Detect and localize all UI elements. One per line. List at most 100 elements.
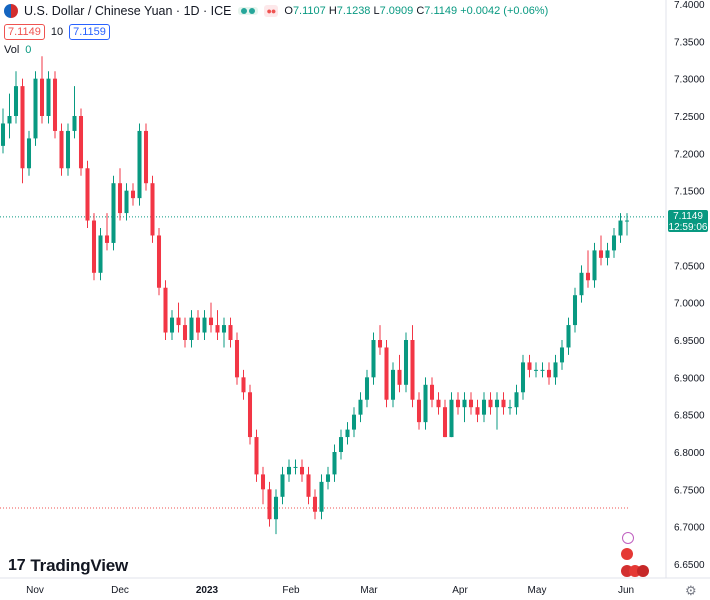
sell-button[interactable]: 7.1149 <box>4 24 45 40</box>
candle[interactable] <box>494 392 500 430</box>
candle[interactable] <box>468 392 474 415</box>
candle[interactable] <box>273 489 279 535</box>
buy-button[interactable]: 7.1159 <box>69 24 110 40</box>
candle[interactable] <box>605 242 610 266</box>
candle[interactable] <box>514 384 519 415</box>
candle[interactable] <box>254 429 259 482</box>
candle[interactable] <box>592 242 597 288</box>
candle[interactable] <box>598 235 604 266</box>
candle[interactable] <box>351 407 357 438</box>
candle[interactable] <box>442 399 448 438</box>
candle[interactable] <box>85 160 90 228</box>
candle[interactable] <box>533 362 539 378</box>
candle[interactable] <box>98 228 103 281</box>
candle[interactable] <box>52 71 58 139</box>
candle[interactable] <box>358 392 363 423</box>
volume-legend[interactable]: Vol 0 <box>4 44 31 56</box>
candle[interactable] <box>462 392 467 423</box>
candle[interactable] <box>299 459 305 482</box>
candle[interactable] <box>137 123 142 206</box>
candle[interactable] <box>78 108 84 176</box>
candle[interactable] <box>241 369 246 400</box>
candle[interactable] <box>553 354 558 385</box>
candle[interactable] <box>455 392 461 415</box>
symbol-title[interactable]: U.S. Dollar / Chinese Yuan · 1D · ICE <box>24 4 232 18</box>
tradingview-logo[interactable]: 17 TradingView <box>8 556 128 576</box>
candle[interactable] <box>26 130 32 176</box>
candle[interactable] <box>338 429 344 460</box>
candle[interactable] <box>559 340 565 370</box>
candle[interactable] <box>111 175 116 251</box>
candle[interactable] <box>312 489 318 520</box>
candle[interactable] <box>501 392 506 415</box>
candle[interactable] <box>7 93 12 139</box>
candle[interactable] <box>429 377 435 408</box>
candle[interactable] <box>572 287 578 333</box>
data-status-icon[interactable]: ●● <box>263 5 279 17</box>
candle[interactable] <box>59 123 64 176</box>
lightning-event-icon[interactable] <box>622 532 634 544</box>
candle[interactable] <box>423 377 428 430</box>
candle[interactable] <box>579 265 584 303</box>
candle[interactable] <box>507 399 513 415</box>
candle[interactable] <box>345 422 350 445</box>
candle[interactable] <box>546 362 552 385</box>
candle[interactable] <box>397 354 402 393</box>
candle[interactable] <box>228 317 233 348</box>
candle[interactable] <box>475 399 480 423</box>
candle[interactable] <box>221 317 227 348</box>
candle[interactable] <box>488 392 493 415</box>
candle[interactable] <box>377 325 383 355</box>
candle[interactable] <box>202 310 207 340</box>
candle[interactable] <box>410 325 415 408</box>
candle[interactable] <box>176 302 181 333</box>
candle[interactable] <box>72 86 77 139</box>
candle[interactable] <box>306 466 311 505</box>
candle[interactable] <box>208 302 214 333</box>
candle[interactable] <box>611 228 617 258</box>
candle[interactable] <box>163 280 168 340</box>
candle[interactable] <box>449 392 454 438</box>
candle[interactable] <box>143 123 149 191</box>
candle[interactable] <box>325 466 331 490</box>
candle[interactable] <box>247 384 253 445</box>
market-status-icon[interactable] <box>237 7 258 15</box>
candle[interactable] <box>332 444 337 482</box>
candle[interactable] <box>20 78 25 184</box>
candle[interactable] <box>540 362 545 378</box>
candle[interactable] <box>189 310 194 348</box>
candle[interactable] <box>585 250 591 288</box>
candle[interactable] <box>416 392 422 430</box>
candle[interactable] <box>182 317 188 348</box>
candle[interactable] <box>384 340 389 408</box>
candle[interactable] <box>364 369 370 408</box>
candle[interactable] <box>150 175 155 243</box>
candle[interactable] <box>293 459 298 475</box>
event-flag-icon[interactable] <box>637 565 649 577</box>
candle[interactable] <box>260 466 266 505</box>
candle[interactable] <box>267 481 272 527</box>
candle[interactable] <box>195 310 201 340</box>
candle[interactable] <box>215 310 220 340</box>
candle[interactable] <box>234 332 240 385</box>
candle[interactable] <box>436 392 441 415</box>
candle[interactable] <box>104 213 110 251</box>
candle[interactable] <box>319 474 324 520</box>
candle[interactable] <box>91 213 97 281</box>
candle[interactable] <box>390 362 396 408</box>
candle[interactable] <box>65 123 71 176</box>
candle[interactable] <box>117 168 123 221</box>
candle[interactable] <box>481 392 487 423</box>
candle[interactable] <box>39 56 45 124</box>
candle[interactable] <box>13 71 19 124</box>
candle[interactable] <box>566 317 571 355</box>
candle[interactable] <box>618 213 623 243</box>
candle[interactable] <box>371 332 376 385</box>
candle[interactable] <box>130 183 136 206</box>
candle[interactable] <box>156 228 162 296</box>
candle[interactable] <box>33 71 38 146</box>
candle[interactable] <box>0 108 6 154</box>
candle[interactable] <box>520 354 526 400</box>
candle[interactable] <box>124 183 129 221</box>
